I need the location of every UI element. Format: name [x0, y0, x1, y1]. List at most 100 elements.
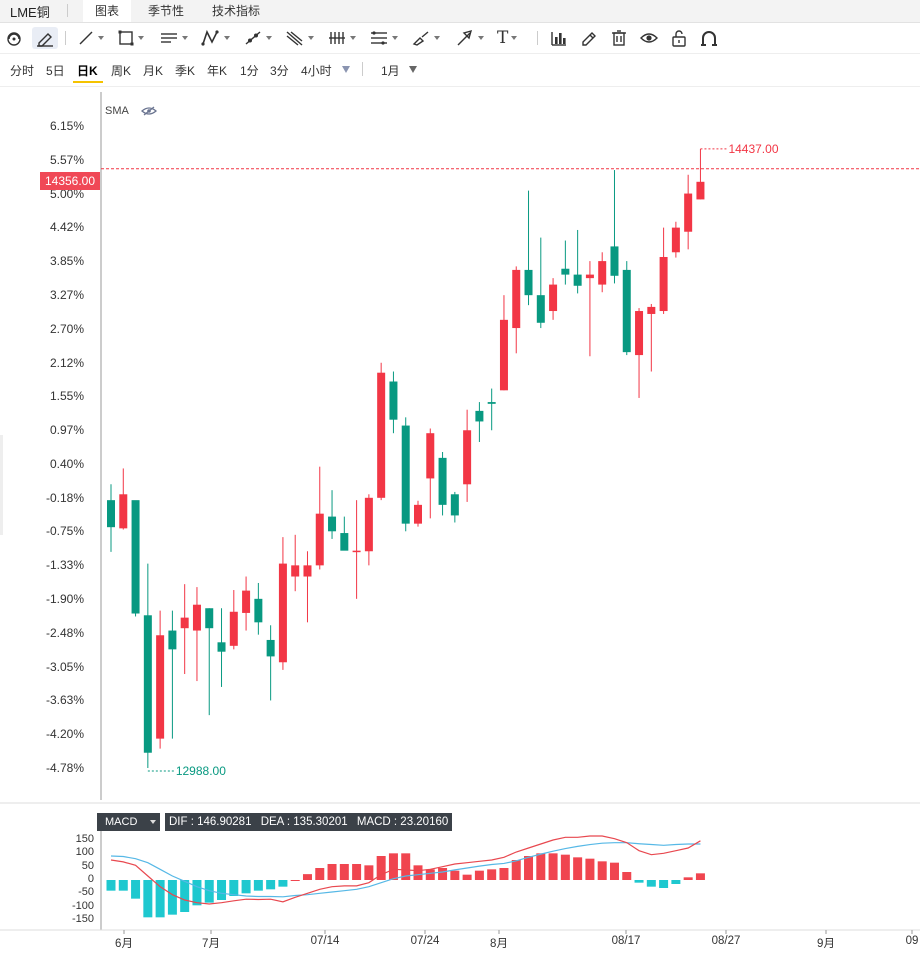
text-tool[interactable]: T	[497, 27, 518, 49]
macd-selector[interactable]: MACD	[97, 813, 160, 831]
period-monthly[interactable]: 月K	[143, 64, 164, 78]
candle-body	[635, 311, 644, 356]
macd-axis-label: -50	[78, 886, 94, 899]
magnet-tool[interactable]	[699, 27, 719, 49]
macd-histogram-bar	[253, 880, 263, 891]
candle-body	[426, 433, 435, 479]
candle-body	[499, 319, 508, 391]
macd-axis-label: 150	[75, 833, 94, 845]
macd-histogram-bar	[462, 874, 472, 880]
macd-histogram-bar	[659, 880, 669, 888]
candle-body	[389, 381, 398, 420]
rectangle-icon	[118, 30, 134, 46]
brush-tool[interactable]	[411, 27, 440, 49]
price-axis-label: -3.63%	[45, 693, 84, 708]
zigzag-tool[interactable]	[201, 27, 230, 49]
period-daily[interactable]: 日K	[77, 64, 98, 78]
period-3min[interactable]: 3分	[270, 64, 289, 78]
macd-histogram-bar	[106, 880, 116, 891]
hide-eye-icon[interactable]	[141, 106, 158, 116]
macd-histogram-bar	[352, 864, 362, 880]
high-price-label: 14437.00	[728, 142, 778, 156]
crosshair-tool[interactable]	[5, 27, 23, 49]
period-weekly[interactable]: 周K	[111, 64, 132, 78]
fib-icon	[371, 31, 387, 45]
left-panel-edge[interactable]	[0, 435, 3, 535]
candle-body	[622, 269, 631, 353]
visibility-tool[interactable]	[639, 27, 659, 49]
tab-seasonality[interactable]: 季节性	[148, 4, 185, 18]
macd-histogram-bar	[143, 880, 153, 918]
candle-body	[352, 550, 361, 553]
price-axis-label: 6.15%	[49, 119, 84, 133]
parallel-lines-icon	[161, 33, 177, 43]
macd-histogram-bar	[413, 865, 423, 880]
macd-histogram-bar	[425, 869, 435, 880]
fork-tool[interactable]	[285, 27, 314, 49]
tab-chart[interactable]: 图表	[83, 0, 132, 22]
candle-body	[647, 306, 656, 314]
dif-value: DIF : 146.90281	[169, 816, 252, 828]
unlock-icon	[672, 30, 686, 47]
rectangle-tool[interactable]	[117, 27, 144, 49]
arrow-tool[interactable]	[455, 27, 484, 49]
macd-histogram-bar	[487, 869, 497, 880]
instrument-title: LME铜	[10, 5, 50, 20]
range-dropdown-icon[interactable]	[409, 66, 417, 73]
candle-body	[671, 227, 680, 253]
tab-technical-indicators[interactable]: 技术指标	[212, 4, 261, 18]
macd-histogram-bar	[388, 853, 398, 880]
low-price-label: 12988.00	[176, 764, 226, 778]
macd-histogram-bar	[315, 868, 325, 880]
candle-body	[143, 615, 152, 753]
toolbar-divider	[65, 31, 66, 45]
period-more-icon[interactable]	[342, 66, 350, 73]
bars-tool[interactable]	[327, 27, 356, 49]
price-axis-label: -4.20%	[45, 727, 84, 742]
macd-histogram-bar	[474, 870, 484, 880]
time-axis-label: 07/24	[410, 935, 440, 947]
lock-tool[interactable]	[669, 27, 689, 49]
candle-body	[610, 246, 619, 276]
macd-histogram-bar	[131, 880, 141, 899]
candle-body	[217, 642, 226, 652]
price-axis-label: -1.33%	[45, 558, 84, 573]
period-4hour[interactable]: 4小时	[301, 64, 332, 78]
macd-histogram-bar	[229, 880, 239, 896]
range-selector[interactable]: 1月	[381, 64, 400, 78]
candle-body	[450, 494, 459, 516]
candle-body	[512, 269, 521, 329]
parallel-lines-tool[interactable]	[159, 27, 188, 49]
sma-indicator[interactable]: SMA	[105, 105, 158, 117]
candle-body	[180, 617, 189, 629]
price-axis-label: 2.70%	[49, 321, 84, 336]
period-timeshare[interactable]: 分时	[10, 64, 35, 78]
period-1min[interactable]: 1分	[240, 64, 259, 78]
candle-body	[278, 563, 287, 663]
macd-histogram-bar	[266, 880, 276, 890]
pencil-tool[interactable]	[32, 27, 58, 49]
delete-tool[interactable]	[609, 27, 629, 49]
period-quarterly[interactable]: 季K	[175, 64, 196, 78]
segment-tool[interactable]	[243, 27, 272, 49]
dif-line	[110, 835, 701, 905]
candle-body	[438, 457, 447, 505]
measure-tool[interactable]	[549, 27, 569, 49]
dea-value: DEA : 135.30201	[260, 816, 348, 828]
edit-tool[interactable]	[579, 27, 599, 49]
macd-histogram-bar	[241, 880, 251, 894]
macd-histogram-bar	[290, 880, 300, 881]
macd-histogram-bar	[192, 880, 202, 906]
line-tool[interactable]	[77, 27, 104, 49]
fib-tool[interactable]	[369, 27, 398, 49]
time-axis-label: 07/14	[310, 935, 340, 947]
candle-body	[696, 181, 705, 200]
candle-body	[536, 295, 545, 323]
eye-icon	[640, 33, 658, 43]
candle-body	[659, 256, 668, 312]
period-yearly[interactable]: 年K	[207, 64, 228, 78]
period-bar: 分时 5日 日K 周K 月K 季K 年K 1分 3分 4小时 1月	[0, 54, 920, 87]
candle-body	[549, 284, 558, 312]
period-5day[interactable]: 5日	[46, 64, 65, 78]
